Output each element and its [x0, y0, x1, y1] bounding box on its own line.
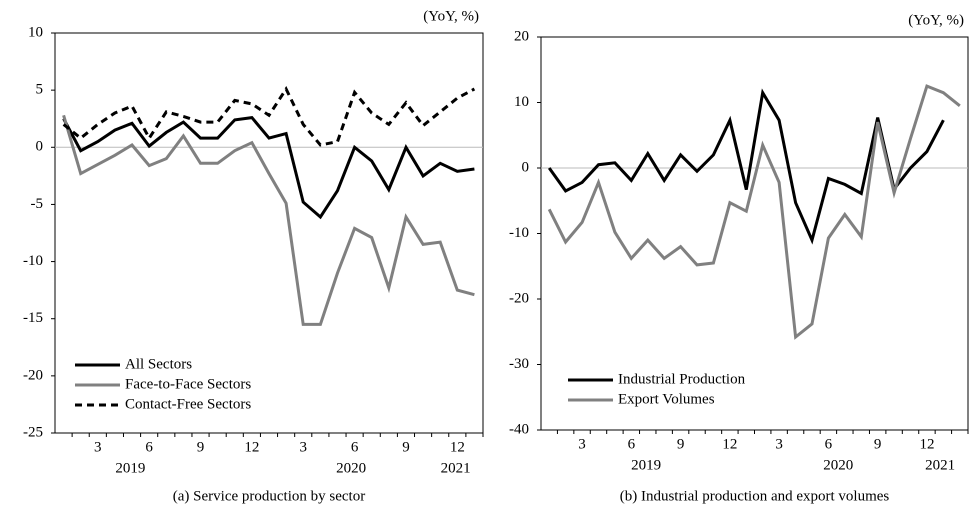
series-line	[62, 116, 475, 220]
y-tick-label: -40	[509, 421, 529, 437]
x-tick-label: 12	[244, 439, 259, 455]
y-tick-label: 0	[522, 159, 530, 175]
year-label: 2020	[823, 457, 853, 473]
year-label: 2020	[336, 460, 366, 476]
x-tick-label: 3	[299, 439, 307, 455]
x-tick-label: 3	[775, 436, 783, 452]
x-tick-label: 9	[874, 436, 882, 452]
y-tick-label: -20	[23, 367, 43, 383]
series-line	[62, 85, 476, 147]
y-tick-label: -10	[509, 225, 529, 241]
unit-label: (YoY, %)	[423, 8, 479, 24]
series-line	[547, 88, 945, 245]
y-tick-label: -15	[23, 310, 43, 326]
x-tick-label: 12	[722, 436, 737, 452]
y-tick-label: 5	[36, 82, 44, 98]
chart-title: (a) Service production by sector	[173, 488, 365, 504]
x-tick-label: 9	[197, 439, 205, 455]
y-tick-label: 20	[514, 28, 529, 44]
y-tick-label: -5	[31, 196, 44, 212]
x-tick-label: 12	[450, 439, 465, 455]
legend-label: All Sectors	[125, 356, 192, 372]
plot-frame	[540, 36, 969, 431]
x-tick-label: 3	[578, 436, 586, 452]
y-tick-label: -30	[509, 356, 529, 372]
y-tick-label: 0	[36, 139, 44, 155]
x-tick-label: 3	[94, 439, 102, 455]
legend-label: Face-to-Face Sectors	[125, 376, 251, 392]
x-tick-label: 6	[825, 436, 833, 452]
x-tick-label: 12	[919, 436, 934, 452]
x-tick-label: 9	[677, 436, 685, 452]
unit-label: (YoY, %)	[908, 12, 964, 28]
plot-frame	[54, 32, 484, 434]
series-line	[547, 84, 961, 340]
x-tick-label: 6	[145, 439, 153, 455]
y-tick-label: -25	[23, 424, 43, 440]
x-tick-label: 6	[351, 439, 359, 455]
chart-title: (b) Industrial production and export vol…	[620, 488, 890, 504]
legend-label: Industrial Production	[618, 371, 746, 387]
y-tick-label: 10	[514, 94, 529, 110]
x-tick-label: 6	[628, 436, 636, 452]
y-tick-label: -10	[23, 253, 43, 269]
y-tick-label: 10	[28, 24, 43, 40]
year-label: 2019	[115, 460, 145, 476]
y-tick-label: -20	[509, 290, 529, 306]
x-tick-label: 9	[402, 439, 410, 455]
year-label: 2019	[631, 457, 661, 473]
legend-label: Export Volumes	[618, 391, 715, 407]
year-label: 2021	[925, 457, 955, 473]
year-label: 2021	[441, 460, 471, 476]
series-line	[62, 114, 475, 326]
legend-label: Contact-Free Sectors	[125, 396, 251, 412]
